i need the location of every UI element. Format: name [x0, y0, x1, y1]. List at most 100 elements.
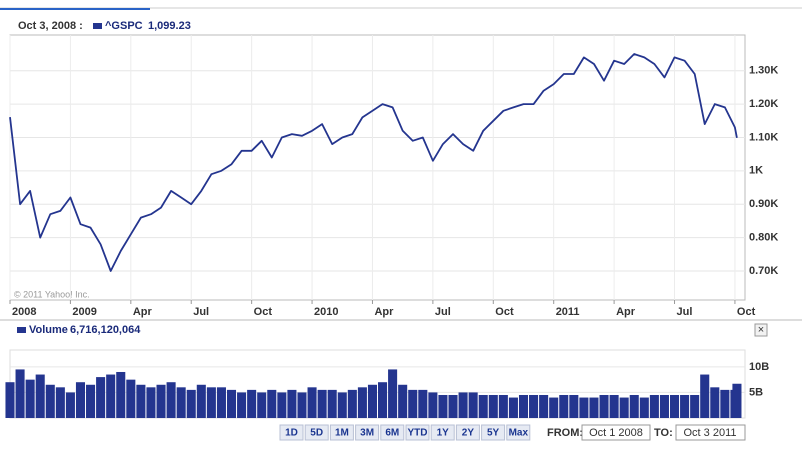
volume-bar	[25, 379, 35, 418]
legend-price: 1,099.23	[148, 20, 191, 32]
volume-bar	[690, 394, 700, 418]
volume-bar	[599, 394, 609, 418]
volume-bar	[539, 394, 549, 418]
volume-bar	[468, 392, 478, 418]
volume-bar	[428, 392, 438, 418]
to-label: TO:	[654, 427, 673, 439]
volume-bar	[549, 397, 559, 418]
price-frame	[9, 34, 746, 301]
volume-bar	[206, 387, 216, 418]
volume-bar	[579, 397, 589, 418]
volume-bar	[297, 392, 307, 418]
x-tick-label: Apr	[133, 306, 153, 318]
close-button[interactable]: ×	[754, 323, 768, 337]
range-button-label: 3M	[360, 428, 374, 439]
range-button[interactable]: Max	[506, 424, 531, 441]
x-tick-label: 2008	[12, 306, 36, 318]
x-tick-label: Oct	[737, 306, 756, 318]
volume-bar	[55, 387, 65, 418]
volume-label: Volume	[29, 324, 68, 336]
range-button-box[interactable]	[506, 424, 531, 441]
y-tick-label: 0.90K	[749, 198, 778, 210]
volume-bar	[5, 382, 15, 418]
volume-bar	[106, 374, 116, 418]
volume-bar	[508, 397, 518, 418]
range-button-box[interactable]	[329, 424, 354, 441]
volume-bar	[619, 397, 629, 418]
volume-bar	[35, 374, 45, 418]
x-tick-label: 2010	[314, 306, 338, 318]
volume-bar	[639, 397, 649, 418]
volume-bar	[136, 384, 146, 418]
range-button-label: 1Y	[437, 428, 450, 439]
volume-bar	[680, 394, 690, 418]
volume-bar	[569, 394, 579, 418]
volume-bar	[267, 389, 277, 418]
y-tick-label: 1.10K	[749, 131, 778, 143]
range-button-label: 2Y	[462, 428, 475, 439]
y-tick-label: 1.30K	[749, 65, 778, 77]
volume-bar	[277, 392, 287, 418]
y-tick-label: 0.70K	[749, 265, 778, 277]
y-tick-label: 5B	[749, 386, 763, 398]
range-button-box[interactable]	[481, 424, 506, 441]
range-button-box[interactable]	[304, 424, 329, 441]
volume-bar	[609, 394, 619, 418]
range-button-box[interactable]	[405, 424, 430, 441]
volume-bar	[478, 394, 488, 418]
from-input[interactable]	[581, 424, 651, 441]
to-input[interactable]	[675, 424, 746, 441]
x-tick-label: Jul	[435, 306, 451, 318]
volume-bar	[317, 389, 327, 418]
range-button-label: 1M	[335, 428, 349, 439]
controls: 1D 5D 1M 3M 6M YTD 1Y 2Y 5Y Max	[279, 424, 531, 441]
volume-bar	[126, 379, 136, 418]
legend-symbol: ^GSPC	[105, 20, 143, 32]
hover-date: Oct 3, 2008 :	[18, 20, 83, 32]
y-tick-label: 0.80K	[749, 231, 778, 243]
volume-bar	[418, 389, 428, 418]
volume-bar	[559, 394, 569, 418]
volume-bar	[156, 384, 166, 418]
volume-bar	[488, 394, 498, 418]
volume-bar	[307, 387, 317, 418]
range-button-box[interactable]	[355, 424, 380, 441]
range-button[interactable]: 3M	[355, 424, 380, 441]
volume-bar	[398, 384, 408, 418]
volume-bar	[498, 394, 508, 418]
range-button-box[interactable]	[430, 424, 455, 441]
x-tick-label: 2009	[72, 306, 96, 318]
range-button[interactable]: 1M	[329, 424, 354, 441]
range-button-box[interactable]	[279, 424, 304, 441]
range-button[interactable]: 1Y	[430, 424, 455, 441]
volume-bar	[357, 387, 367, 418]
range-button[interactable]: 2Y	[455, 424, 480, 441]
copyright: © 2011 Yahoo! Inc.	[14, 289, 90, 299]
volume-bar	[347, 389, 357, 418]
range-button[interactable]: YTD	[405, 424, 430, 441]
range-button[interactable]: 5Y	[481, 424, 506, 441]
volume-bar	[518, 394, 529, 418]
range-button-box[interactable]	[380, 424, 405, 441]
volume-bar	[196, 384, 206, 418]
volume-bar	[45, 384, 55, 418]
range-button-label: Max	[509, 428, 529, 439]
x-tick-label: Apr	[374, 306, 394, 318]
volume-bar	[96, 377, 106, 418]
close-icon[interactable]: ×	[758, 324, 764, 336]
volume-bar	[732, 383, 742, 418]
range-button[interactable]: 6M	[380, 424, 405, 441]
range-button-box[interactable]	[455, 424, 480, 441]
x-tick-label: 2011	[556, 306, 580, 318]
volume-bar	[75, 382, 86, 418]
volume-bar	[327, 389, 337, 418]
range-button[interactable]: 5D	[304, 424, 329, 441]
range-button[interactable]: 1D	[279, 424, 304, 441]
volume-swatch	[17, 327, 26, 333]
legend-swatch	[93, 23, 102, 29]
y-tick-label: 10B	[749, 361, 769, 373]
close-box[interactable]	[754, 323, 768, 337]
range-button-label: 1D	[285, 428, 298, 439]
volume-bar	[247, 389, 257, 418]
